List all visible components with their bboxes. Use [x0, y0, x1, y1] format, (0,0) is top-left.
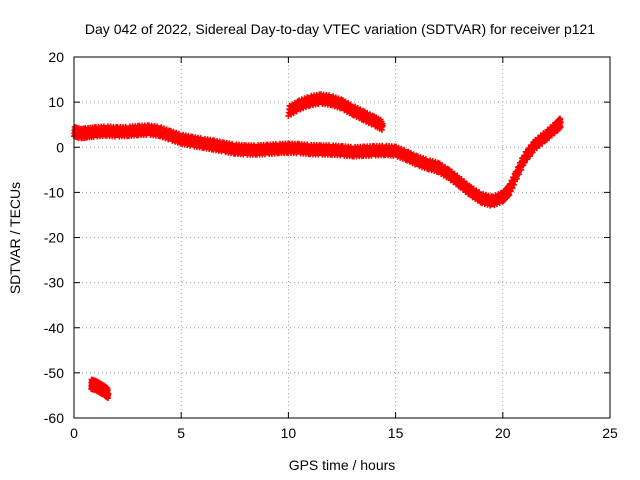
y-tick-label: -50 — [44, 365, 64, 381]
ticks: 0 5 10 15 20 25 20 10 0 -10 -20 -30 -40 -50 -60 — [44, 49, 618, 441]
x-tick-label: 5 — [177, 425, 185, 441]
x-tick-label: 20 — [495, 425, 511, 441]
y-tick-label: -60 — [44, 410, 64, 426]
data-point — [105, 390, 112, 397]
y-tick-label: -40 — [44, 320, 64, 336]
y-tick-label: 10 — [48, 94, 64, 110]
x-tick-label: 0 — [70, 425, 78, 441]
data-point — [557, 119, 564, 126]
y-tick-label: 0 — [56, 139, 64, 155]
y-tick-label: -30 — [44, 275, 64, 291]
y-tick-label: 20 — [48, 49, 64, 65]
y-tick-label: -10 — [44, 184, 64, 200]
chart-title: Day 042 of 2022, Sidereal Day-to-day VTE… — [85, 21, 595, 37]
data-point — [379, 122, 386, 129]
series-main-track — [71, 115, 564, 209]
y-axis-label: SDTVAR / TECUs — [7, 182, 23, 294]
data-markers — [71, 91, 564, 402]
x-tick-label: 10 — [281, 425, 297, 441]
series-lower-segment — [88, 376, 112, 402]
series-upper-arc — [285, 91, 386, 133]
y-tick-label: -20 — [44, 230, 64, 246]
x-tick-label: 15 — [388, 425, 404, 441]
x-axis-label: GPS time / hours — [289, 457, 396, 473]
x-tick-label: 25 — [602, 425, 618, 441]
